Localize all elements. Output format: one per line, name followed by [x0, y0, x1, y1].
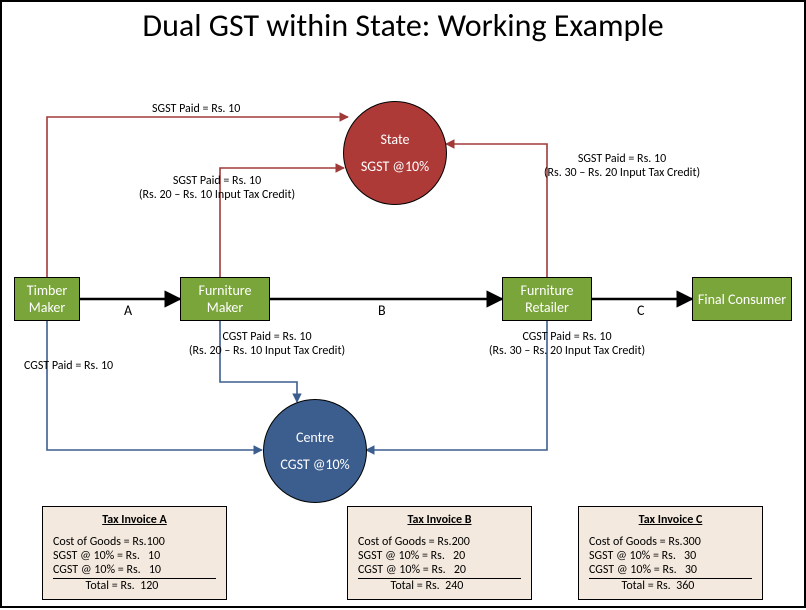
flow-label-c: C — [637, 302, 644, 319]
invoice-a-total: Total = Rs. 120 — [53, 579, 216, 593]
invoice-c: Tax Invoice C Cost of Goods = Rs.300 SGS… — [578, 506, 763, 600]
sgst-b-line1: SGST Paid = Rs. 10 — [117, 174, 317, 188]
centre-tax: CGST @10% — [280, 456, 349, 473]
diagram-frame: Dual GST within State: Working Example — [0, 0, 806, 608]
sgst-c-line1: SGST Paid = Rs. 10 — [512, 152, 732, 166]
cgst-c-label: CGST Paid = Rs. 10 (Rs. 30 – Rs. 20 Inpu… — [457, 330, 677, 358]
invoice-b-cost: Cost of Goods = Rs.200 — [358, 535, 521, 549]
centre-name: Centre — [296, 429, 334, 446]
state-name: State — [380, 131, 409, 148]
flow-label-a: A — [124, 302, 132, 319]
sgst-c-line2: (Rs. 30 – Rs. 20 Input Tax Credit) — [512, 166, 732, 180]
invoice-c-sgst: SGST @ 10% = Rs. 30 — [589, 549, 752, 563]
invoice-a: Tax Invoice A Cost of Goods = Rs.100 SGS… — [42, 506, 227, 600]
invoice-b-cgst: CGST @ 10% = Rs. 20 — [358, 563, 521, 577]
centre-node: Centre CGST @10% — [263, 399, 367, 503]
cgst-b-line1: CGST Paid = Rs. 10 — [157, 330, 377, 344]
sgst-b-label: SGST Paid = Rs. 10 (Rs. 20 – Rs. 10 Inpu… — [117, 174, 317, 202]
furniture-maker-node: Furniture Maker — [180, 277, 270, 321]
sgst-c-label: SGST Paid = Rs. 10 (Rs. 30 – Rs. 20 Inpu… — [512, 152, 732, 180]
invoice-a-cgst: CGST @ 10% = Rs. 10 — [53, 563, 216, 577]
invoice-c-cgst: CGST @ 10% = Rs. 30 — [589, 563, 752, 577]
invoice-b-title: Tax Invoice B — [358, 513, 521, 527]
state-node: State SGST @10% — [343, 101, 447, 205]
cgst-b-line2: (Rs. 20 – Rs. 10 Input Tax Credit) — [157, 344, 377, 358]
furniture-retailer-node: Furniture Retailer — [502, 277, 592, 321]
invoice-b-total: Total = Rs. 240 — [358, 579, 521, 593]
sgst-a-label: SGST Paid = Rs. 10 — [152, 102, 240, 116]
timber-maker-node: Timber Maker — [14, 277, 80, 321]
cgst-a-label: CGST Paid = Rs. 10 — [24, 359, 113, 373]
invoice-b: Tax Invoice B Cost of Goods = Rs.200 SGS… — [347, 506, 532, 600]
invoice-a-cost: Cost of Goods = Rs.100 — [53, 535, 216, 549]
diagram-title: Dual GST within State: Working Example — [2, 8, 804, 43]
invoice-a-sgst: SGST @ 10% = Rs. 10 — [53, 549, 216, 563]
cgst-c-line1: CGST Paid = Rs. 10 — [457, 330, 677, 344]
final-consumer-node: Final Consumer — [692, 277, 792, 321]
flow-label-b: B — [378, 302, 386, 319]
invoice-c-title: Tax Invoice C — [589, 513, 752, 527]
invoice-b-sgst: SGST @ 10% = Rs. 20 — [358, 549, 521, 563]
invoice-c-cost: Cost of Goods = Rs.300 — [589, 535, 752, 549]
sgst-b-line2: (Rs. 20 – Rs. 10 Input Tax Credit) — [117, 188, 317, 202]
cgst-b-label: CGST Paid = Rs. 10 (Rs. 20 – Rs. 10 Inpu… — [157, 330, 377, 358]
state-tax: SGST @10% — [361, 158, 429, 175]
invoice-a-title: Tax Invoice A — [53, 513, 216, 527]
cgst-c-line2: (Rs. 30 – Rs. 20 Input Tax Credit) — [457, 344, 677, 358]
invoice-c-total: Total = Rs. 360 — [589, 579, 752, 593]
